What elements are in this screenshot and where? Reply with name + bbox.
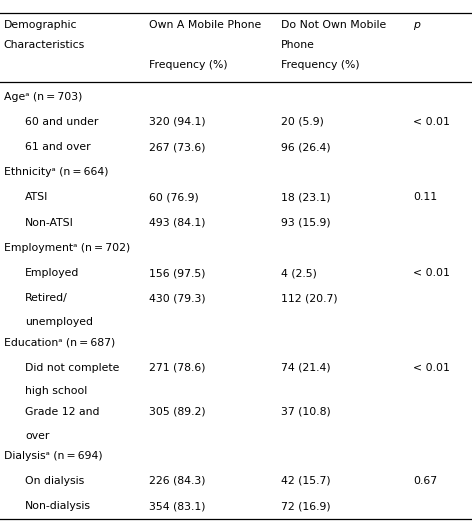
Text: Phone: Phone [281,40,315,50]
Text: 354 (83.1): 354 (83.1) [149,501,205,511]
Text: Do Not Own Mobile: Do Not Own Mobile [281,20,386,30]
Text: 42 (15.7): 42 (15.7) [281,476,330,486]
Text: 0.11: 0.11 [413,192,437,202]
Text: 320 (94.1): 320 (94.1) [149,117,205,127]
Text: unemployed: unemployed [25,317,93,327]
Text: Dialysisᵃ (n = 694): Dialysisᵃ (n = 694) [4,450,102,461]
Text: Own A Mobile Phone: Own A Mobile Phone [149,20,261,30]
Text: 0.67: 0.67 [413,476,437,486]
Text: Characteristics: Characteristics [4,40,85,50]
Text: Did not complete: Did not complete [25,363,119,373]
Text: Demographic: Demographic [4,20,77,30]
Text: 271 (78.6): 271 (78.6) [149,363,205,373]
Text: Non-ATSI: Non-ATSI [25,218,74,228]
Text: Ageᵃ (n = 703): Ageᵃ (n = 703) [4,92,82,102]
Text: 74 (21.4): 74 (21.4) [281,363,330,373]
Text: 60 and under: 60 and under [25,117,98,127]
Text: 96 (26.4): 96 (26.4) [281,142,330,152]
Text: ATSI: ATSI [25,192,49,202]
Text: Educationᵃ (n = 687): Educationᵃ (n = 687) [4,337,115,347]
Text: 493 (84.1): 493 (84.1) [149,218,205,228]
Text: 4 (2.5): 4 (2.5) [281,268,317,278]
Text: On dialysis: On dialysis [25,476,84,486]
Text: 72 (16.9): 72 (16.9) [281,501,330,511]
Text: over: over [25,430,50,440]
Text: p: p [413,20,420,30]
Text: < 0.01: < 0.01 [413,363,450,373]
Text: 156 (97.5): 156 (97.5) [149,268,205,278]
Text: 305 (89.2): 305 (89.2) [149,407,205,417]
Text: Employed: Employed [25,268,79,278]
Text: < 0.01: < 0.01 [413,268,450,278]
Text: Employmentᵃ (n = 702): Employmentᵃ (n = 702) [4,243,130,253]
Text: 93 (15.9): 93 (15.9) [281,218,330,228]
Text: 226 (84.3): 226 (84.3) [149,476,205,486]
Text: 37 (10.8): 37 (10.8) [281,407,330,417]
Text: Frequency (%): Frequency (%) [149,60,228,70]
Text: Grade 12 and: Grade 12 and [25,407,100,417]
Text: < 0.01: < 0.01 [413,117,450,127]
Text: Frequency (%): Frequency (%) [281,60,360,70]
Text: Non-dialysis: Non-dialysis [25,501,91,511]
Text: 18 (23.1): 18 (23.1) [281,192,330,202]
Text: Ethnicityᵃ (n = 664): Ethnicityᵃ (n = 664) [4,167,108,177]
Text: Retired/: Retired/ [25,293,68,303]
Text: 61 and over: 61 and over [25,142,91,152]
Text: 60 (76.9): 60 (76.9) [149,192,198,202]
Text: 430 (79.3): 430 (79.3) [149,293,205,303]
Text: 112 (20.7): 112 (20.7) [281,293,337,303]
Text: 20 (5.9): 20 (5.9) [281,117,324,127]
Text: high school: high school [25,386,87,396]
Text: 267 (73.6): 267 (73.6) [149,142,205,152]
